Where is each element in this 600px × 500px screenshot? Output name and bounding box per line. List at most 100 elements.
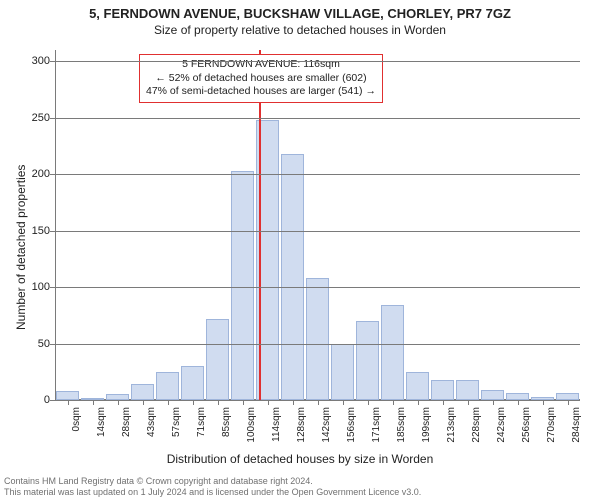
xtick-label: 57sqm: [171, 407, 182, 437]
x-axis-label: Distribution of detached houses by size …: [0, 452, 600, 466]
gridline: [55, 231, 580, 232]
gridline: [55, 118, 580, 119]
ytick-mark: [50, 61, 55, 62]
histogram-bar: [281, 154, 304, 400]
ytick-mark: [50, 400, 55, 401]
bar-slot: [80, 50, 105, 400]
xtick-mark: [568, 400, 569, 405]
histogram-bar: [156, 372, 179, 400]
xtick-mark: [218, 400, 219, 405]
gridline: [55, 61, 580, 62]
ytick-label: 0: [10, 394, 50, 406]
xtick-mark: [93, 400, 94, 405]
bar-slot: [480, 50, 505, 400]
xtick-mark: [318, 400, 319, 405]
ytick-mark: [50, 344, 55, 345]
ytick-label: 300: [10, 55, 50, 67]
histogram-bar: [206, 319, 229, 400]
xtick-mark: [243, 400, 244, 405]
ytick-label: 150: [10, 225, 50, 237]
bar-slot: [530, 50, 555, 400]
xtick-label: 85sqm: [221, 407, 232, 437]
xtick-mark: [343, 400, 344, 405]
histogram-bar: [556, 393, 579, 400]
xtick-label: 199sqm: [421, 407, 432, 443]
xtick-label: 14sqm: [96, 407, 107, 437]
ytick-label: 200: [10, 168, 50, 180]
bar-slot: [55, 50, 80, 400]
gridline: [55, 287, 580, 288]
xtick-label: 128sqm: [296, 407, 307, 443]
xtick-mark: [68, 400, 69, 405]
xtick-label: 242sqm: [496, 407, 507, 443]
xtick-label: 270sqm: [546, 407, 557, 443]
bar-slot: [505, 50, 530, 400]
histogram-plot: 5 FERNDOWN AVENUE: 116sqm ← 52% of detac…: [55, 50, 580, 400]
xtick-mark: [293, 400, 294, 405]
bar-slot: [380, 50, 405, 400]
bar-slot: [430, 50, 455, 400]
histogram-bar: [131, 384, 154, 400]
xtick-mark: [143, 400, 144, 405]
gridline: [55, 344, 580, 345]
xtick-mark: [518, 400, 519, 405]
xtick-mark: [393, 400, 394, 405]
ytick-label: 100: [10, 281, 50, 293]
xtick-mark: [268, 400, 269, 405]
histogram-bar: [181, 366, 204, 400]
xtick-mark: [368, 400, 369, 405]
xtick-label: 185sqm: [396, 407, 407, 443]
info-line-2: ← 52% of detached houses are smaller (60…: [146, 72, 376, 86]
histogram-bar: [306, 278, 329, 400]
chart-area: 5 FERNDOWN AVENUE: 116sqm ← 52% of detac…: [55, 50, 580, 400]
footer-line-2: This material was last updated on 1 July…: [4, 487, 596, 498]
bar-slot: [405, 50, 430, 400]
ytick-mark: [50, 287, 55, 288]
ytick-mark: [50, 118, 55, 119]
page-title: 5, FERNDOWN AVENUE, BUCKSHAW VILLAGE, CH…: [0, 0, 600, 21]
y-axis-label: Number of detached properties: [14, 165, 28, 330]
histogram-bar: [506, 393, 529, 400]
xtick-mark: [168, 400, 169, 405]
xtick-label: 156sqm: [346, 407, 357, 443]
ytick-mark: [50, 231, 55, 232]
histogram-bar: [356, 321, 379, 400]
xtick-mark: [118, 400, 119, 405]
xtick-label: 228sqm: [471, 407, 482, 443]
histogram-bar: [56, 391, 79, 400]
xtick-label: 284sqm: [571, 407, 582, 443]
xtick-mark: [493, 400, 494, 405]
xtick-mark: [468, 400, 469, 405]
xtick-label: 213sqm: [446, 407, 457, 443]
histogram-bar: [456, 380, 479, 400]
xtick-label: 142sqm: [321, 407, 332, 443]
histogram-bar: [331, 344, 354, 400]
bar-slot: [105, 50, 130, 400]
xtick-label: 171sqm: [371, 407, 382, 443]
histogram-bar: [406, 372, 429, 400]
xtick-label: 256sqm: [521, 407, 532, 443]
xtick-label: 28sqm: [121, 407, 132, 437]
ytick-label: 50: [10, 338, 50, 350]
xtick-label: 100sqm: [246, 407, 257, 443]
xtick-mark: [543, 400, 544, 405]
xtick-label: 0sqm: [71, 407, 82, 431]
xtick-label: 114sqm: [271, 407, 282, 442]
xtick-label: 71sqm: [196, 407, 207, 437]
histogram-bar: [231, 171, 254, 400]
bar-slot: [455, 50, 480, 400]
page-subtitle: Size of property relative to detached ho…: [0, 21, 600, 37]
xtick-mark: [443, 400, 444, 405]
info-line-1: 5 FERNDOWN AVENUE: 116sqm: [146, 58, 376, 72]
histogram-bar: [481, 390, 504, 400]
ytick-label: 250: [10, 112, 50, 124]
xtick-label: 43sqm: [146, 407, 157, 437]
ytick-mark: [50, 174, 55, 175]
xtick-mark: [418, 400, 419, 405]
xtick-mark: [193, 400, 194, 405]
histogram-bar: [381, 305, 404, 400]
footer-attribution: Contains HM Land Registry data © Crown c…: [4, 476, 596, 498]
bar-slot: [555, 50, 580, 400]
gridline: [55, 174, 580, 175]
histogram-bar: [431, 380, 454, 400]
